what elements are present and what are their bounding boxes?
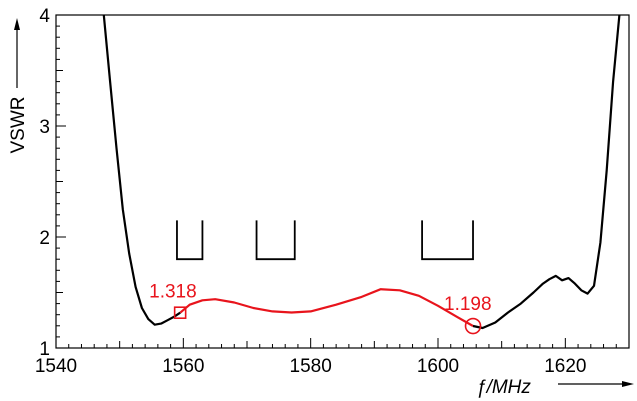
y-axis-arrowhead (14, 18, 20, 30)
x-axis: 1540 1560 1580 1600 1620 (35, 338, 630, 377)
band-marker (176, 220, 204, 261)
frequency-band-markers (176, 220, 474, 261)
y-tick-label: 1 (39, 339, 50, 360)
x-axis-label: ƒ/MHz (476, 377, 531, 398)
y-tick-label: 3 (39, 117, 50, 138)
vswr-curve-highlight (179, 288, 474, 327)
x-tick-label: 1620 (544, 356, 586, 377)
square-marker (173, 306, 187, 320)
x-tick-label: 1580 (290, 356, 332, 377)
y-tick-label: 4 (39, 6, 50, 27)
x-axis-arrowhead (622, 381, 634, 387)
vswr-curve (102, 14, 181, 326)
band-marker (421, 220, 474, 261)
circle-marker (464, 317, 482, 335)
x-tick-label: 1540 (35, 356, 77, 377)
y-tick-label: 2 (39, 228, 50, 249)
annotation-label: 1.198 (444, 294, 492, 315)
vswr-curve (472, 14, 621, 330)
x-axis-title: ƒ/MHz (476, 377, 634, 398)
y-axis-title: VSWR (8, 18, 29, 154)
annotations: 1.318 1.198 (149, 282, 492, 335)
y-axis-label: VSWR (8, 97, 29, 154)
x-tick-label: 1560 (162, 356, 204, 377)
annotation-label: 1.318 (149, 282, 197, 303)
x-tick-label: 1600 (417, 356, 459, 377)
vswr-curves (102, 14, 621, 330)
band-marker (255, 220, 296, 261)
y-axis: 1 2 3 4 (39, 6, 66, 360)
plot-frame (55, 14, 630, 349)
